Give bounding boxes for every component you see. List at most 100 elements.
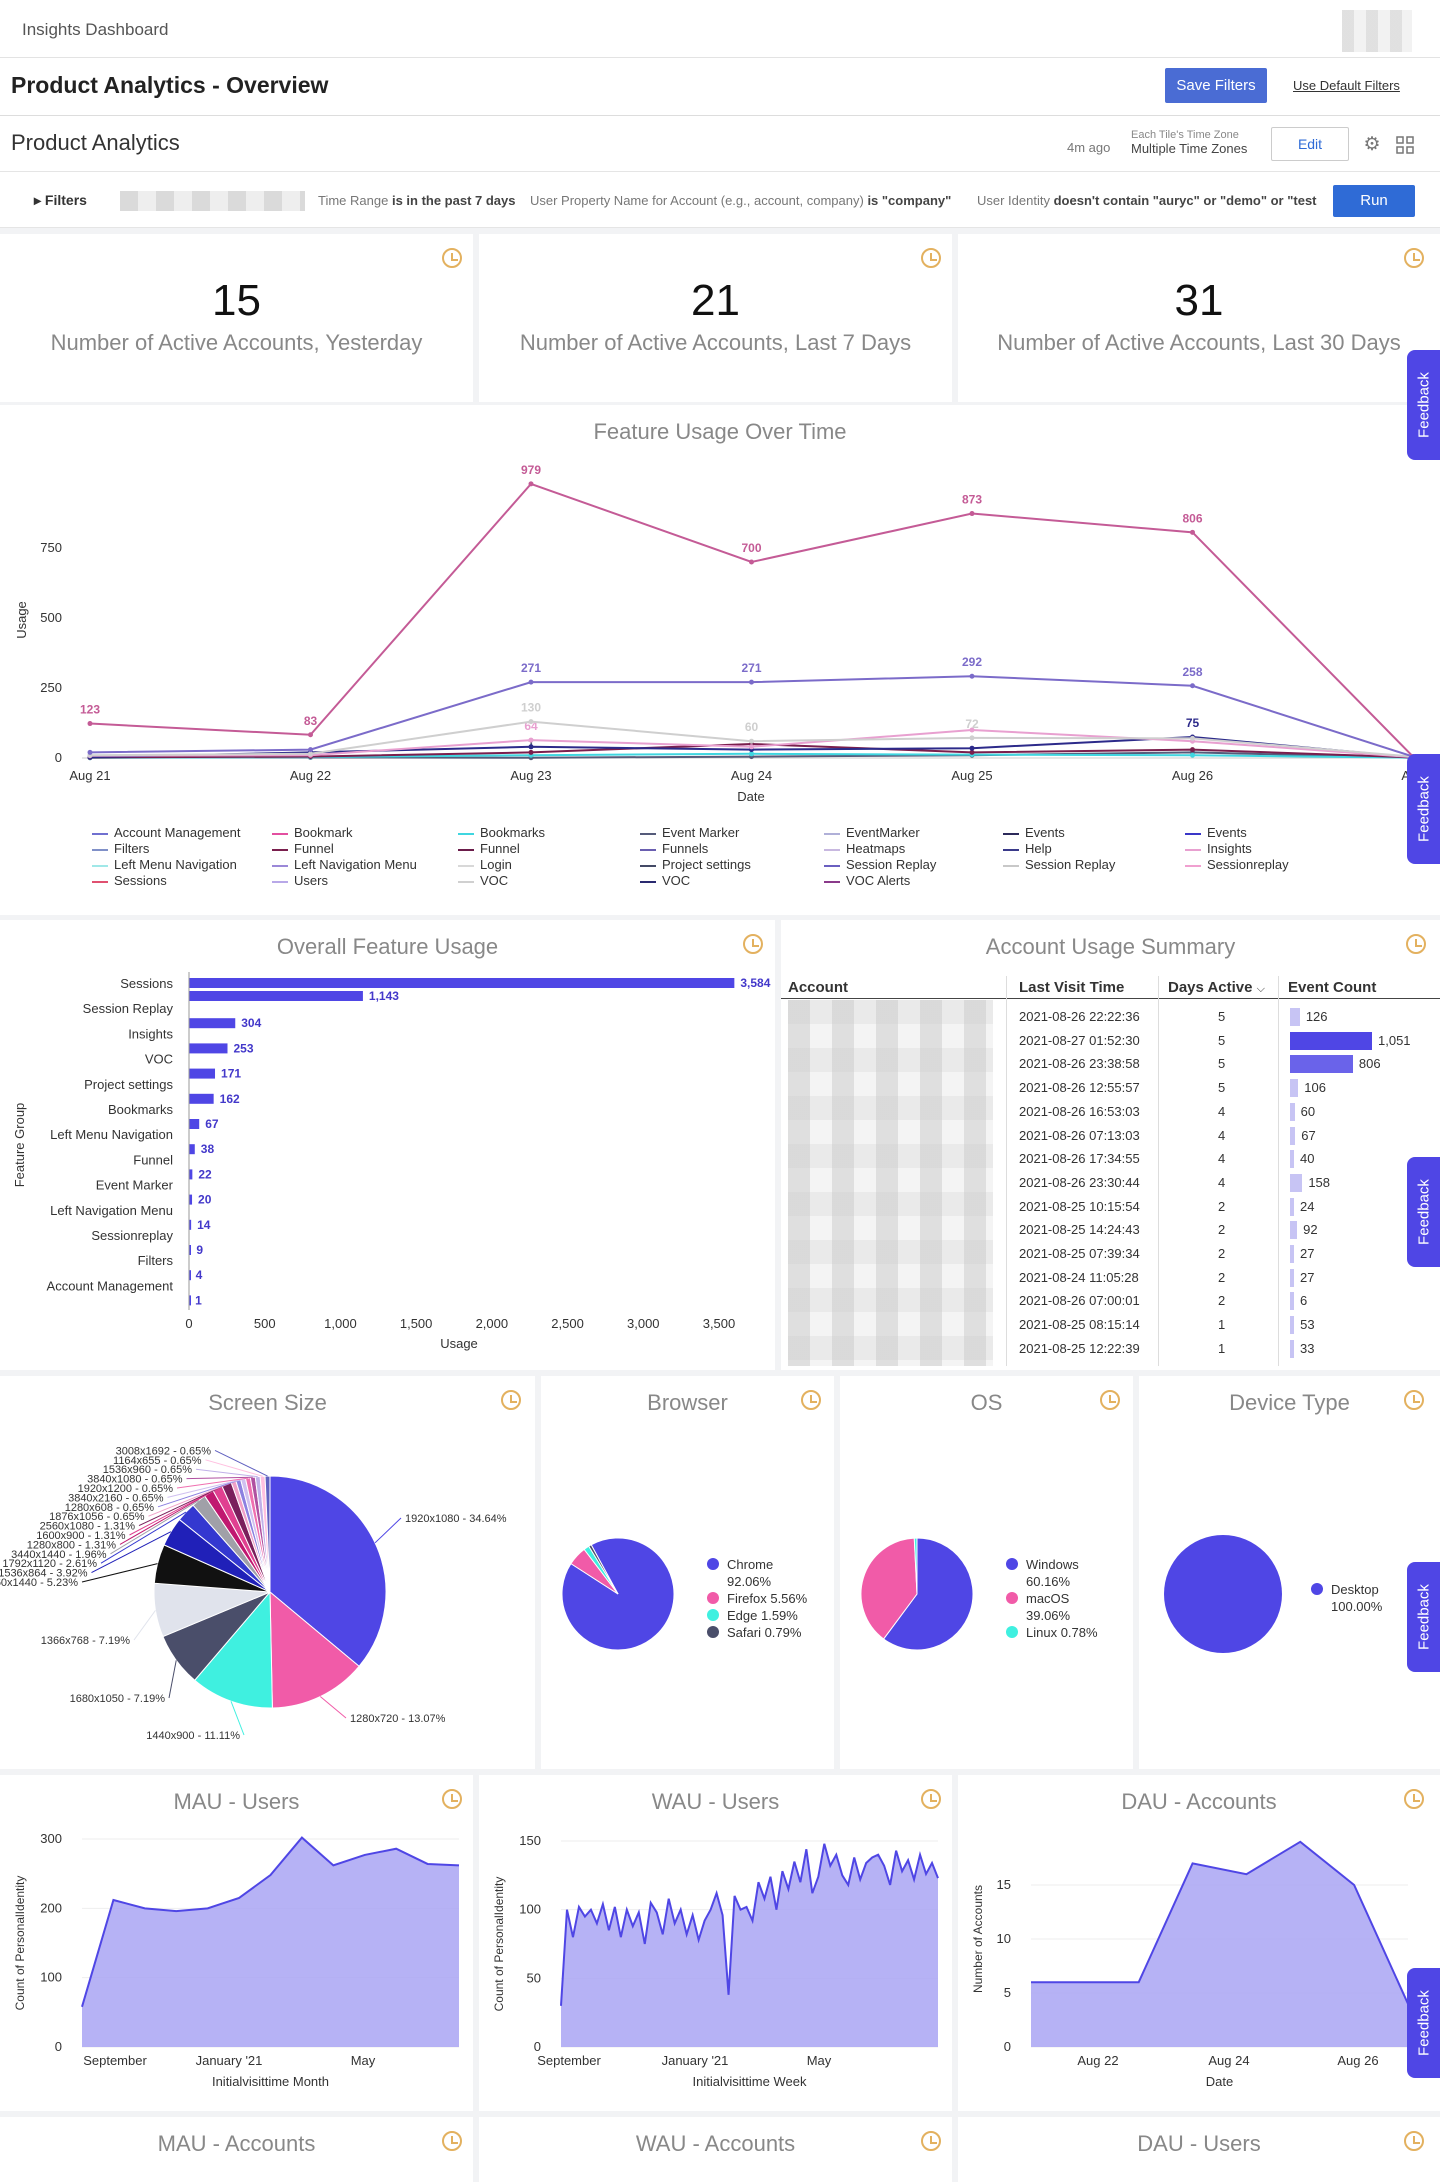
clock-icon[interactable] [1404,2131,1424,2151]
clock-icon[interactable] [921,248,941,268]
legend-item[interactable]: Session Replay [824,857,936,872]
legend-item[interactable]: Sessions [92,873,167,888]
legend-item[interactable]: Funnel [458,841,520,856]
legend-item[interactable]: Left Navigation Menu [272,857,417,872]
data-label: 806 [1182,511,1202,525]
grid-icon[interactable] [1394,134,1416,156]
legend-item[interactable]: Chrome [707,1556,807,1573]
slice-label: 1600x900 - 1.31% [36,1530,126,1542]
edit-button[interactable]: Edit [1271,127,1349,161]
column-header-event-count[interactable]: Event Count [1288,979,1377,996]
bar-value-label: 253 [233,1041,253,1055]
legend-item[interactable]: Desktop [1311,1581,1382,1598]
filter-time-range[interactable]: Time Range is in the past 7 days [318,193,516,208]
kpi-label: Number of Active Accounts, Last 30 Days [997,330,1401,355]
legend-item[interactable]: macOS [1006,1590,1098,1607]
clock-icon[interactable] [743,934,763,954]
legend-item[interactable]: VOC Alerts [824,873,910,888]
legend-item[interactable]: Bookmark [272,825,353,840]
header-divider [781,998,1440,999]
clock-icon[interactable] [921,1789,941,1809]
clock-icon[interactable] [442,2131,462,2151]
wau-users-chart[interactable]: 0 50 100 150 September January '21 MayInitialv… [479,1775,952,2111]
legend-item[interactable]: EventMarker [824,825,920,840]
clock-icon[interactable] [1404,1789,1424,1809]
filter-user-identity[interactable]: User Identity doesn't contain "auryc" or… [977,193,1317,208]
run-button[interactable]: Run [1333,185,1415,217]
column-header-account[interactable]: Account [788,979,848,996]
cell-days-active: 1 [1218,1317,1226,1333]
legend-item[interactable]: VOC [640,873,690,888]
clock-icon[interactable] [1406,934,1426,954]
clock-icon[interactable] [442,1789,462,1809]
legend-item[interactable]: Session Replay [1003,857,1115,872]
bar [189,1169,193,1180]
legend-item[interactable]: Linux 0.78% [1006,1624,1098,1641]
column-header-last-visit[interactable]: Last Visit Time [1019,979,1125,996]
clock-icon[interactable] [1404,1390,1424,1410]
legend-item[interactable]: Safari 0.79% [707,1624,807,1641]
clock-icon[interactable] [921,2131,941,2151]
legend-item[interactable]: Help [1003,841,1052,856]
data-point [528,679,534,685]
browser-pie-chart[interactable] [541,1376,834,1769]
legend-item[interactable]: Bookmarks [458,825,545,840]
legend-swatch [640,848,656,851]
filters-toggle[interactable]: ▸ Filters [34,192,87,209]
avatar[interactable] [1342,10,1412,52]
save-filters-button[interactable]: Save Filters [1165,68,1267,103]
dau-accounts-chart[interactable]: 0 5 10 15 Aug 22 Aug 24 Aug 26 Date Number of Ac… [958,1775,1440,2111]
legend-item[interactable]: Edge 1.59% [707,1607,807,1624]
legend-item[interactable]: Project settings [640,857,751,872]
clock-icon[interactable] [442,248,462,268]
clock-icon[interactable] [1404,248,1424,268]
os-pie-chart[interactable] [840,1376,1133,1769]
clock-icon[interactable] [1100,1390,1120,1410]
legend-item[interactable]: Account Management [92,825,240,840]
legend-item[interactable]: Users [272,873,328,888]
mau-users-chart[interactable]: 0 100 200 300 September January '21 May Initial… [0,1775,473,2111]
timezone-selector[interactable]: Multiple Time Zones [1131,141,1248,156]
legend-item[interactable]: Filters [92,841,149,856]
legend-item[interactable]: Windows [1006,1556,1098,1573]
cell-event-count: 53 [1300,1317,1315,1333]
legend-item[interactable]: Event Marker [640,825,739,840]
cell-last-visit: 2021-08-25 12:22:39 [1019,1340,1140,1356]
feedback-tab[interactable]: Feedback [1407,350,1440,460]
slice-label: 1876x1056 - 0.65% [49,1511,145,1523]
feedback-tab[interactable]: Feedback [1407,754,1440,864]
use-default-filters-link[interactable]: Use Default Filters [1293,78,1400,93]
legend-item[interactable]: Funnel [272,841,334,856]
callout-line [214,1449,268,1477]
legend-item[interactable]: Heatmaps [824,841,905,856]
legend-item[interactable]: Login [458,857,512,872]
feedback-tab[interactable]: Feedback [1407,1562,1440,1672]
clock-icon[interactable] [501,1390,521,1410]
legend-label: VOC [662,873,691,888]
filter-account-property[interactable]: User Property Name for Account (e.g., ac… [530,193,952,208]
breadcrumb[interactable]: Insights Dashboard [22,20,169,39]
legend-label: Events [1207,825,1247,840]
filter-blurred [120,191,305,211]
legend-item[interactable]: Events [1003,825,1065,840]
legend-item[interactable]: Events [1185,825,1247,840]
gear-icon[interactable]: ⚙ [1363,134,1381,155]
feature-usage-chart[interactable]: 0 250 500 750 Aug 21 Aug 22 Aug 23 Aug 24 Aug 25… [0,405,1440,915]
screen-size-pie-chart[interactable]: 1920x1080 - 34.64% 1280x720 - 13.07% 1440x… [0,1376,535,1769]
legend-item[interactable]: Sessionreplay [1185,857,1289,872]
category-label: VOC [145,1052,173,1067]
legend-item[interactable]: Left Menu Navigation [92,857,237,872]
legend-item[interactable]: Funnels [640,841,708,856]
column-header-days-active[interactable]: Days Active ⌵ [1168,979,1266,996]
data-point [1190,735,1195,741]
legend-item[interactable]: Firefox 5.56% [707,1590,807,1607]
feedback-tab[interactable]: Feedback [1407,1968,1440,2078]
device-pie-chart[interactable] [1139,1376,1440,1769]
legend-item[interactable]: Insights [1185,841,1252,856]
data-point [528,737,534,743]
feedback-tab[interactable]: Feedback [1407,1157,1440,1267]
clock-icon[interactable] [801,1390,821,1410]
data-point [969,745,975,751]
legend-item[interactable]: VOC [458,873,508,888]
